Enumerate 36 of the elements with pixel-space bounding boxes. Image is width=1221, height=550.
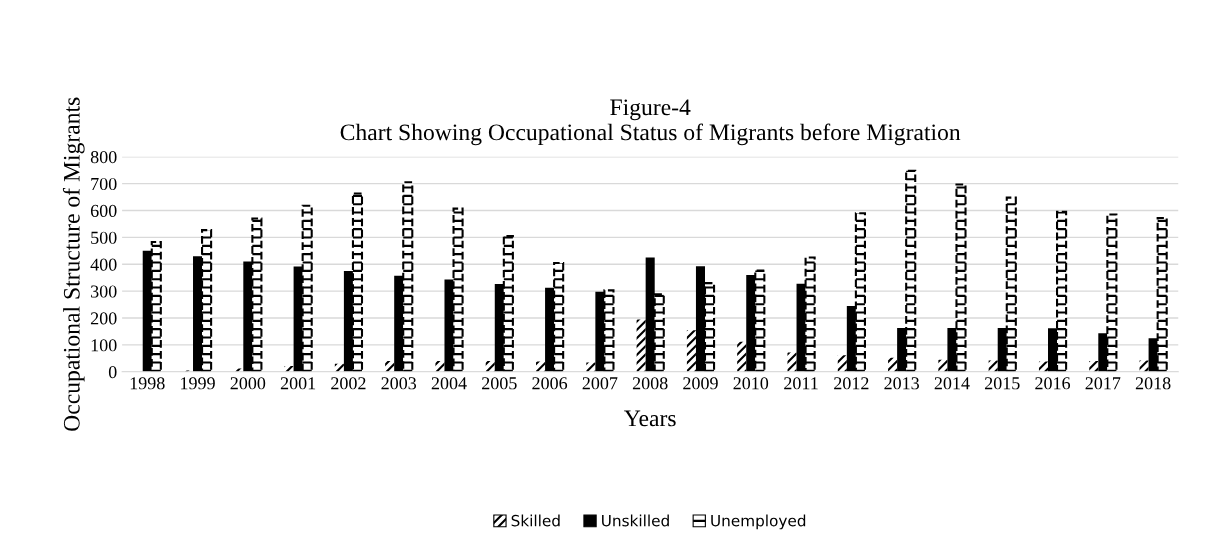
x-tick-label: 2012 <box>834 377 869 390</box>
y-tick-label: 800 <box>90 151 117 164</box>
y-tick-label: 500 <box>91 231 117 244</box>
x-tick-label: 2016 <box>1035 377 1071 390</box>
x-tick-label: 2017 <box>1085 377 1121 390</box>
x-tick-label: 2018 <box>1135 377 1171 390</box>
y-axis-title: Occupational Structure of Migrants <box>62 97 85 431</box>
x-axis-title: Years <box>624 410 676 427</box>
x-tick-label: 2006 <box>532 377 568 390</box>
x-tick-label: 2010 <box>733 377 769 390</box>
x-tick-label: 2001 <box>280 377 316 390</box>
x-tick-label: 2000 <box>230 377 266 390</box>
x-tick-label: 2014 <box>934 377 970 390</box>
x-tick-label: 1998 <box>130 377 165 390</box>
y-tick-label: 100 <box>91 339 117 352</box>
legend-label: Unemployed <box>711 514 806 530</box>
legend-label: Skilled <box>511 514 560 527</box>
x-tick-label: 2013 <box>884 377 919 390</box>
x-tick-label: 2009 <box>683 377 718 390</box>
chart-title: Figure-4 Chart Showing Occupational Status of Migrants before Migration <box>340 99 961 146</box>
x-tick-label: 2005 <box>482 377 517 390</box>
legend-label: Unskilled <box>602 514 669 527</box>
y-tick-label: 600 <box>90 204 117 217</box>
y-tick-label: 700 <box>91 177 117 191</box>
x-tick-label: 2011 <box>784 377 818 390</box>
y-tick-label: 300 <box>91 285 117 298</box>
x-tick-label: 2008 <box>632 377 668 390</box>
y-tick-label: 200 <box>90 312 117 325</box>
x-tick-label: 1999 <box>181 377 215 390</box>
x-tick-label: 2015 <box>984 377 1020 390</box>
y-tick-label: 400 <box>90 258 117 271</box>
y-tick-label: 0 <box>108 366 117 379</box>
x-tick-label: 2002 <box>331 377 366 390</box>
x-tick-label: 2003 <box>381 377 417 390</box>
x-tick-label: 2007 <box>582 377 618 390</box>
x-tick-label: 2004 <box>431 377 467 390</box>
